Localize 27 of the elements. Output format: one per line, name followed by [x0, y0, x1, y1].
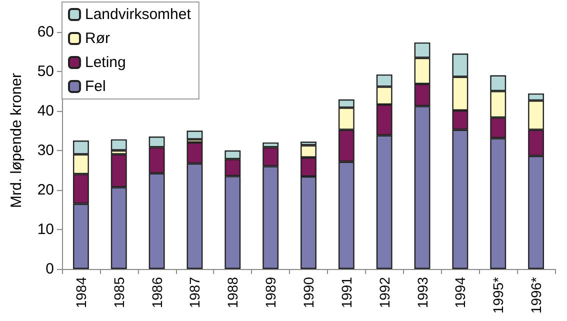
legend-label: Leting	[85, 54, 126, 71]
legend-label: Fel	[85, 78, 106, 95]
x-tick-label: 1995*	[490, 276, 506, 314]
bar	[110, 139, 127, 150]
y-axis-title: Mrd. løpende kroner	[8, 72, 25, 208]
x-tick-label: 1991	[338, 276, 354, 308]
x-tick-label: 1990	[300, 276, 316, 308]
y-tick-label: 0	[46, 260, 54, 278]
legend-label: Landvirksomhet	[85, 6, 192, 23]
y-tick-label: 50	[37, 62, 54, 80]
x-tick-label: 1987	[186, 276, 203, 308]
x-tick-label: 1986	[148, 276, 165, 308]
y-tick-label: 20	[37, 181, 54, 198]
x-tick-label: 1989	[262, 276, 279, 308]
bar	[186, 130, 203, 140]
x-tick-label: 1984	[72, 276, 89, 308]
y-tick-label: 30	[37, 142, 54, 159]
y-tick-label: 10	[37, 220, 54, 238]
x-tick-label: 1992	[376, 276, 392, 308]
x-tick-label: 1993	[414, 276, 430, 308]
x-tick-label: 1985	[110, 276, 127, 308]
y-tick-label: 60	[37, 23, 54, 40]
legend-label: Rør	[85, 30, 110, 47]
x-tick-label: 1988	[224, 276, 241, 308]
y-tick-label: 40	[37, 102, 54, 120]
x-tick-label: 1996*	[528, 276, 544, 314]
x-tick-label: 1994	[452, 276, 468, 308]
